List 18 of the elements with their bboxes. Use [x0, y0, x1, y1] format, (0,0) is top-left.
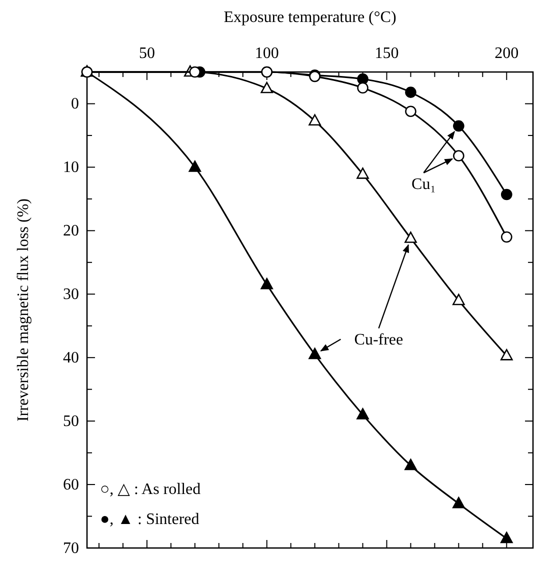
y-axis-title: Irreversible magnetic flux loss (%) [15, 198, 32, 422]
annotation: Cu-free [354, 331, 404, 348]
x-tick-label: 200 [494, 45, 519, 62]
x-tick-label: 100 [254, 45, 279, 62]
x-tick-label: 50 [138, 45, 155, 62]
y-tick-label: 60 [63, 476, 79, 494]
annotation: Cu₁ [412, 176, 436, 193]
y-tick-label: 20 [63, 222, 79, 240]
x-tick-label: 150 [374, 45, 399, 62]
y-tick-label: 50 [63, 413, 79, 430]
y-tick-label: 40 [63, 350, 79, 367]
annotation: ○, △ : As rolled [100, 481, 201, 498]
y-tick-label: 0 [71, 96, 79, 113]
y-tick-label: 10 [63, 159, 79, 176]
y-tick-label: 70 [63, 540, 79, 557]
x-axis-title: Exposure temperature (°C) [224, 9, 396, 26]
annotation: ●, ▲ : Sintered [100, 511, 200, 528]
y-tick-label: 30 [63, 286, 79, 304]
